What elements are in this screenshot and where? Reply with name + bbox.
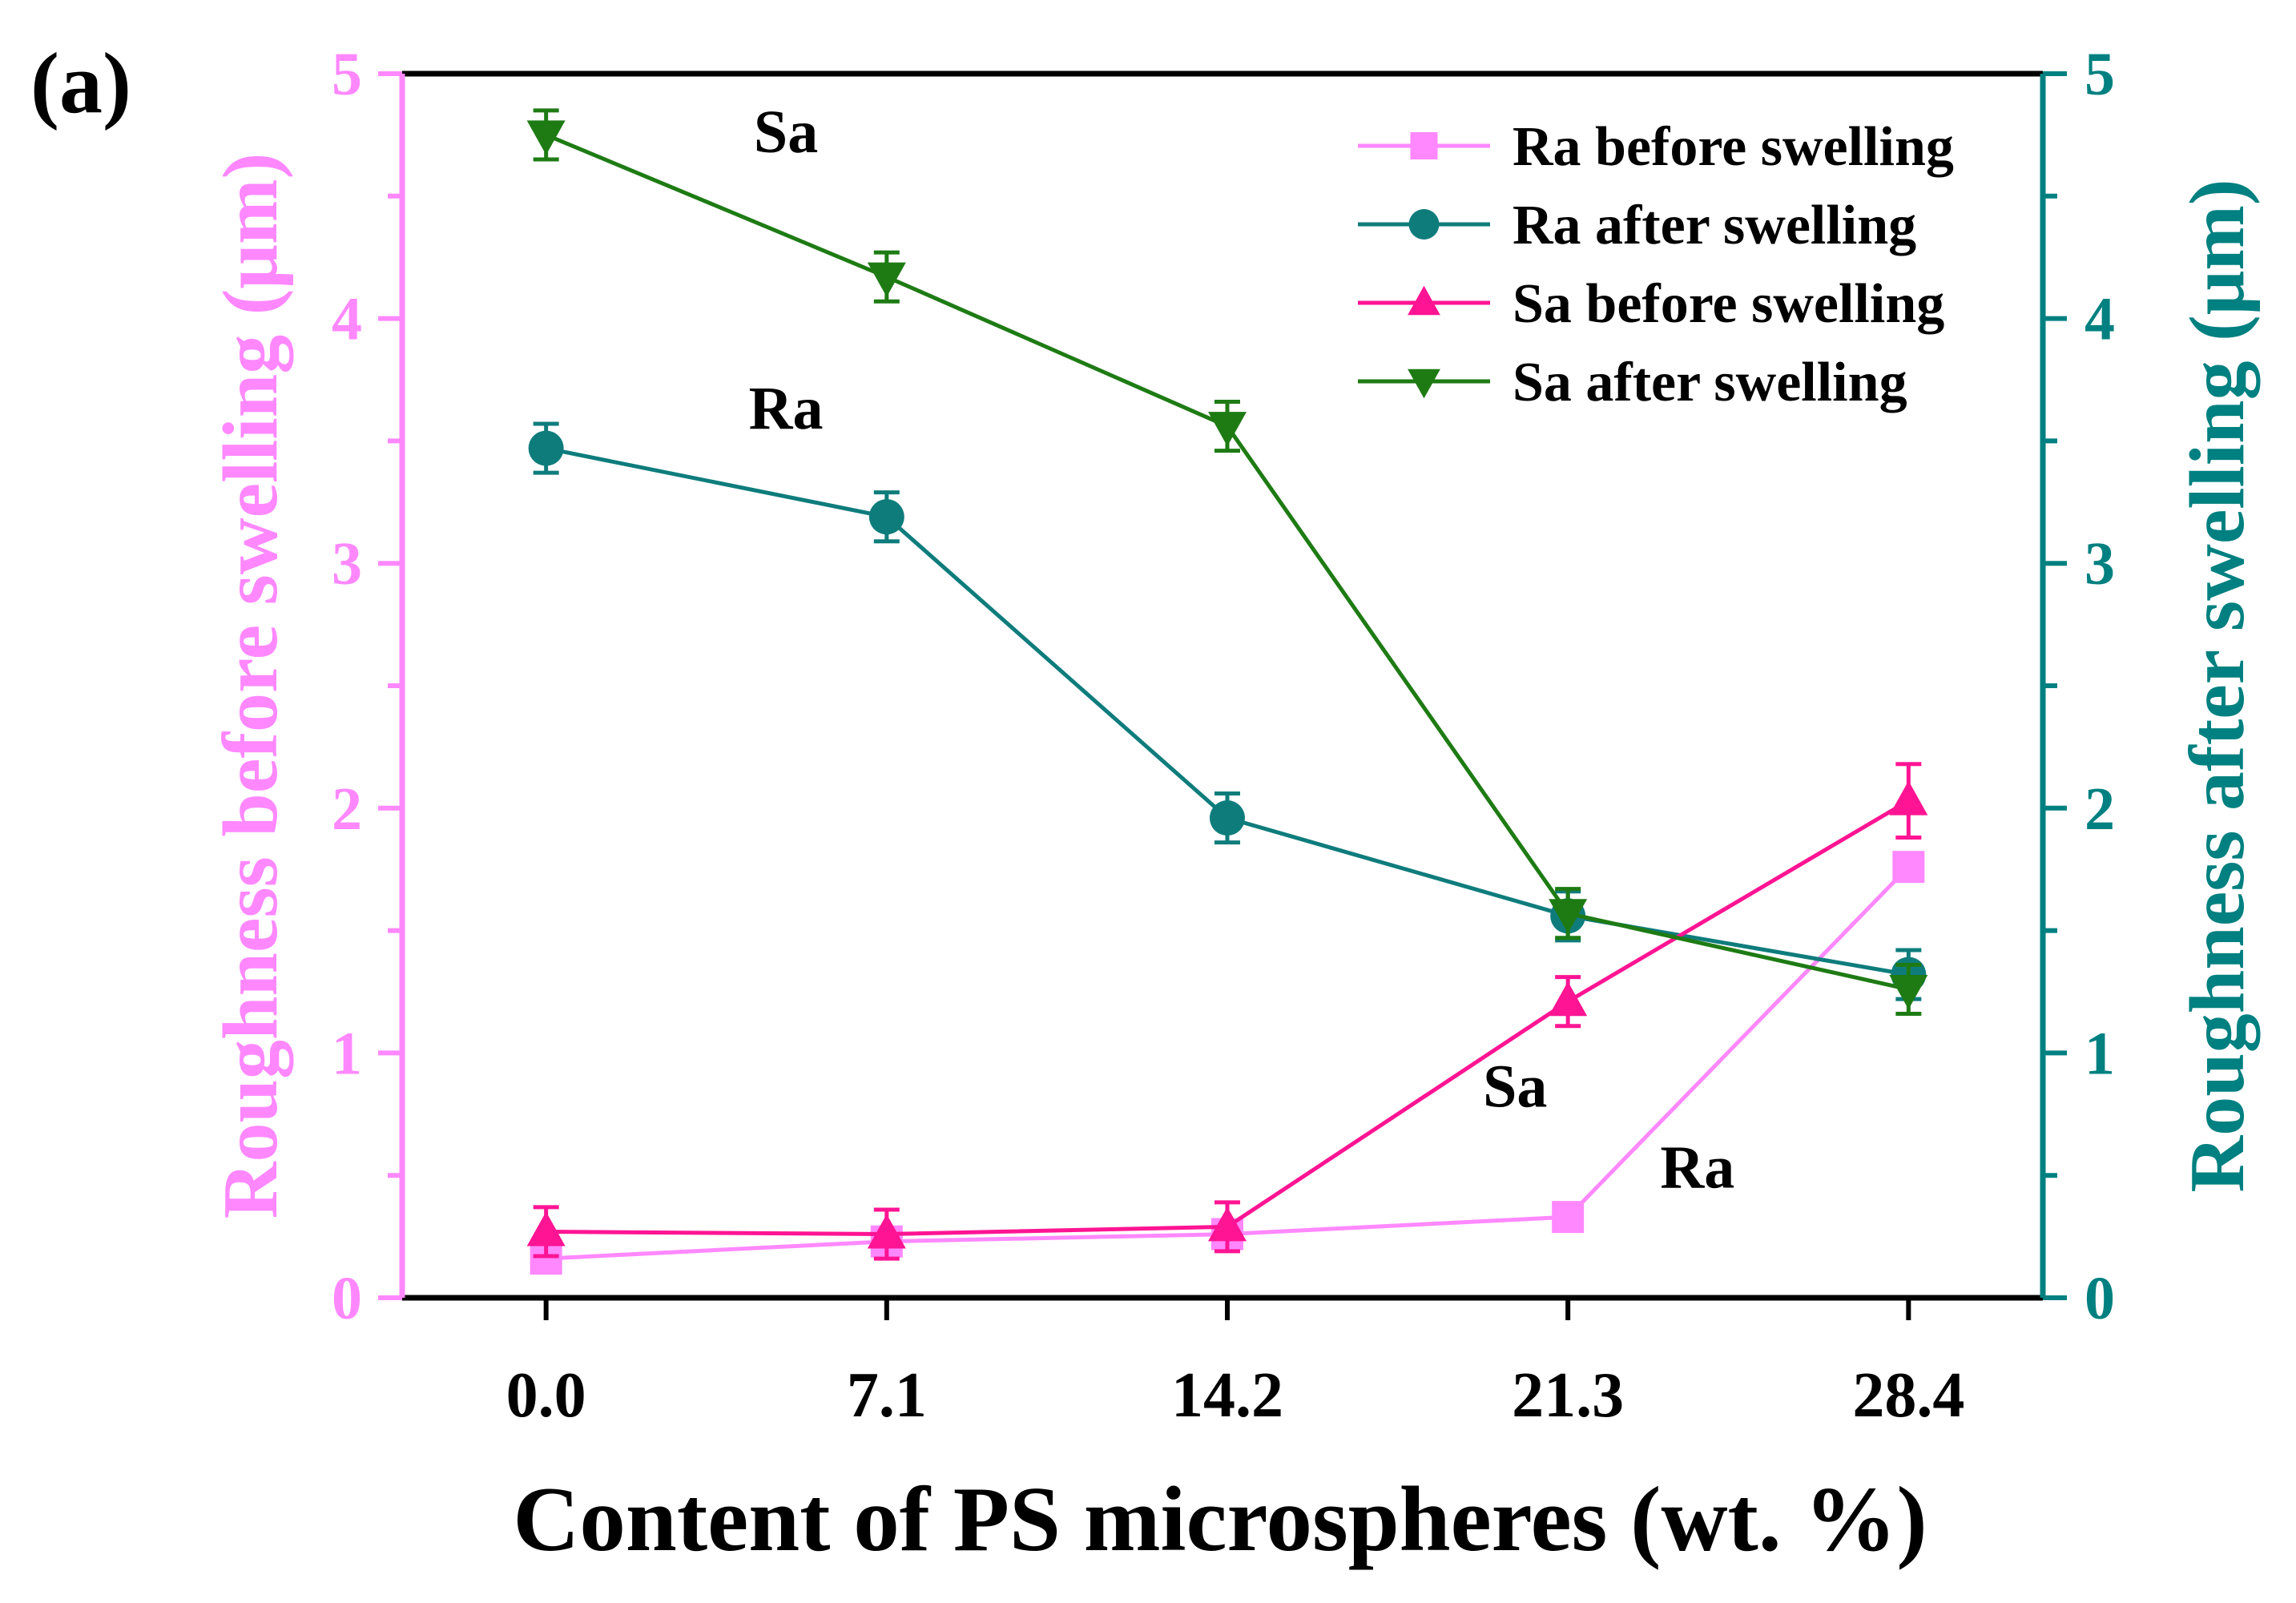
x-tick-label: 21.3 (1512, 1360, 1624, 1431)
series-sa-after-swelling (526, 108, 1928, 1017)
legend-label: Sa after swelling (1513, 352, 1907, 413)
legend-marker (1408, 369, 1440, 399)
data-point (1549, 899, 1588, 934)
legend-item: Sa after swelling (1358, 352, 1907, 413)
legend-label: Sa before swelling (1513, 273, 1944, 335)
right-y-tick-label: 0 (2085, 1265, 2115, 1332)
left-y-axis: 0 1 2 3 4 5 (332, 41, 405, 1332)
x-tick-label: 0.0 (506, 1360, 586, 1431)
legend: Ra before swelling Ra after swelling Sa be… (1358, 116, 1954, 413)
left-y-tick-label: 4 (332, 286, 362, 353)
legend-item: Ra after swelling (1358, 195, 1916, 256)
data-point (528, 430, 564, 466)
data-point (1209, 800, 1245, 836)
left-y-tick-label: 5 (332, 41, 362, 108)
series-line (545, 133, 1909, 992)
data-point (1889, 974, 1928, 1009)
x-tick-label: 28.4 (1852, 1360, 1964, 1431)
data-point (526, 1211, 566, 1247)
right-y-tick-label: 3 (2085, 530, 2115, 598)
right-y-tick-label: 2 (2085, 775, 2115, 843)
annotation-label: Ra (749, 375, 824, 442)
left-y-axis-title: Roughness before swelling (μm) (207, 153, 294, 1218)
left-y-tick-label: 3 (332, 530, 362, 598)
data-point (867, 262, 906, 297)
data-point (1552, 1201, 1585, 1234)
panel-label: (a) (30, 36, 131, 131)
left-y-tick-label: 2 (332, 775, 362, 843)
annotation-label: Ra (1660, 1134, 1734, 1201)
left-y-tick-label: 1 (332, 1020, 362, 1087)
x-axis-title: Content of PS microspheres (wt. %) (513, 1468, 1927, 1570)
right-y-axis: 0 1 2 3 4 5 (2040, 41, 2115, 1332)
legend-marker (1408, 209, 1440, 240)
annotation-label: Sa (754, 99, 818, 166)
right-y-tick-label: 1 (2085, 1020, 2115, 1087)
data-point (1892, 851, 1925, 884)
annotations: Sa Ra Sa Ra (749, 99, 1735, 1202)
legend-marker (1410, 132, 1438, 159)
left-y-tick-label: 0 (332, 1265, 362, 1332)
legend-item: Sa before swelling (1358, 273, 1944, 335)
data-point (868, 499, 904, 535)
legend-item: Ra before swelling (1358, 116, 1954, 178)
x-tick-label: 7.1 (847, 1360, 927, 1431)
data-point (1207, 1206, 1247, 1242)
annotation-label: Sa (1483, 1053, 1547, 1121)
right-y-axis-title: Roughness after swelling (μm) (2174, 179, 2261, 1192)
right-y-tick-label: 5 (2085, 41, 2115, 108)
data-point (1889, 780, 1928, 816)
legend-marker (1408, 285, 1440, 316)
data-point (1207, 412, 1247, 447)
data-point (867, 1214, 906, 1249)
data-point (1549, 981, 1588, 1017)
x-tick-label: 14.2 (1171, 1360, 1283, 1431)
legend-label: Ra after swelling (1513, 195, 1916, 256)
plot-area (526, 108, 1928, 1275)
right-y-tick-label: 4 (2085, 286, 2115, 353)
x-axis: 0.0 7.1 14.2 21.3 28.4 (402, 70, 2043, 1431)
series-line (546, 446, 1909, 977)
legend-label: Ra before swelling (1513, 116, 1954, 178)
data-point (526, 120, 566, 155)
series-sa-before-swelling (526, 762, 1928, 1261)
